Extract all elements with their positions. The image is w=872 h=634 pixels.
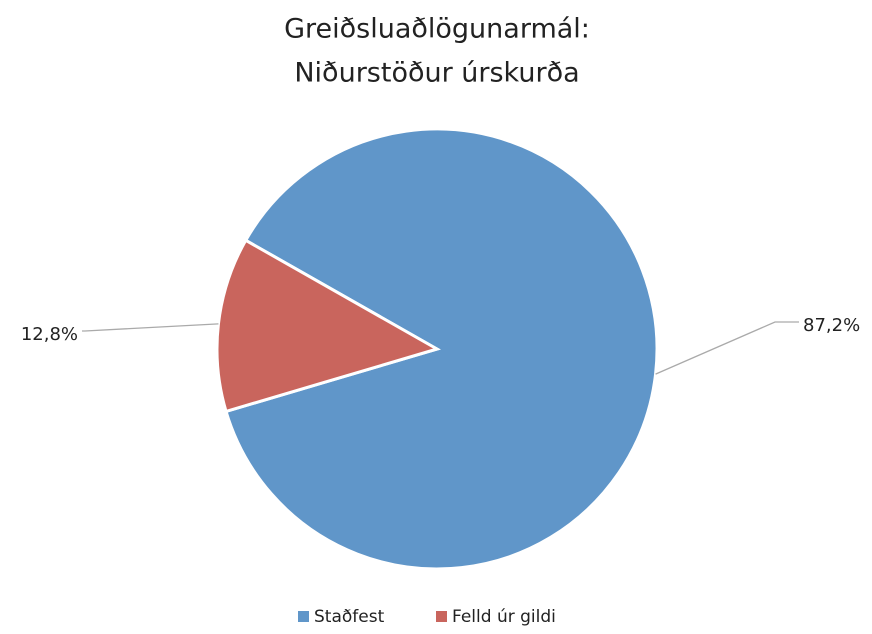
data-label: 87,2% [803,315,860,336]
chart-title: Greiðsluaðlögunarmál: [284,14,590,45]
leader-line [82,323,219,332]
data-label: 12,8% [21,324,78,345]
legend-swatch [436,611,447,622]
leader-line [655,321,799,375]
legend-label: Staðfest [314,607,385,627]
pie-slice [215,238,441,414]
legend-label: Felld úr gildi [452,607,556,627]
chart-title: Niðurstöður úrskurða [294,58,579,89]
legend-swatch [298,611,309,622]
